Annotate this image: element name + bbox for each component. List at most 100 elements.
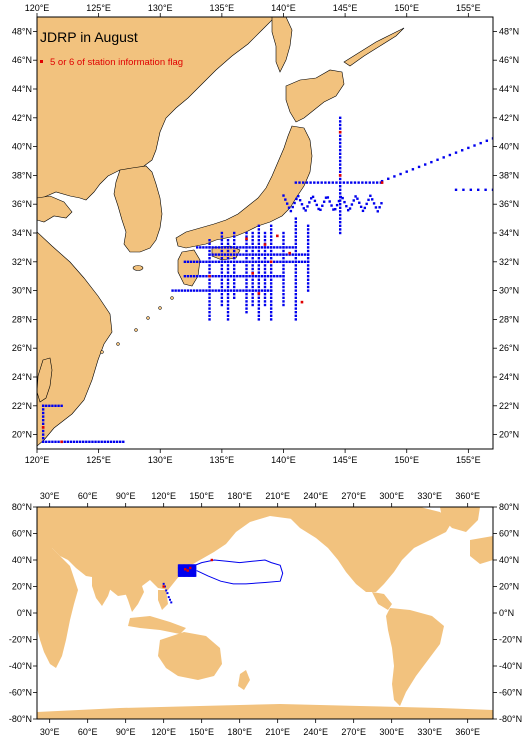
station-point xyxy=(220,253,224,256)
station-point xyxy=(208,289,211,292)
station-point xyxy=(188,570,190,573)
station-point xyxy=(282,282,285,285)
station-point xyxy=(291,260,294,263)
bottom-xlabel-bottom: 30°E xyxy=(40,727,60,737)
flagged-station-point xyxy=(186,569,189,572)
station-point xyxy=(214,253,217,256)
station-point xyxy=(282,242,285,245)
flagged-station-point xyxy=(338,174,342,177)
station-point xyxy=(100,440,103,443)
station-point xyxy=(263,235,267,238)
flagged-station-point xyxy=(263,243,267,246)
station-point xyxy=(186,564,189,567)
station-point xyxy=(306,275,310,278)
top-ylabel-right: 40°N xyxy=(499,142,519,152)
station-point xyxy=(182,568,185,571)
bottom-ylabel-left: 40°N xyxy=(12,555,32,565)
station-point xyxy=(214,246,217,249)
bottom-xlabel-bottom: 180°E xyxy=(227,727,252,737)
station-point xyxy=(214,289,217,292)
bottom-ylabel-left: -40°N xyxy=(9,661,32,671)
indochina xyxy=(124,578,144,612)
station-point xyxy=(180,565,183,568)
station-point xyxy=(220,257,224,260)
station-point xyxy=(196,289,199,292)
station-point xyxy=(300,253,304,256)
station-point xyxy=(245,296,248,299)
station-point xyxy=(226,257,230,260)
station-point xyxy=(294,242,298,245)
bottom-xlabel-top: 180°E xyxy=(227,491,252,501)
station-point xyxy=(260,246,264,249)
station-point xyxy=(183,275,187,278)
station-point xyxy=(232,260,236,263)
station-point xyxy=(294,246,298,249)
station-point xyxy=(245,260,248,263)
bottom-ylabel-left: -20°N xyxy=(9,635,32,645)
station-point xyxy=(41,440,45,443)
station-point xyxy=(338,185,342,188)
station-point xyxy=(295,197,298,201)
station-point xyxy=(254,260,257,263)
station-point xyxy=(220,267,224,271)
station-point xyxy=(179,564,182,567)
station-point xyxy=(294,296,298,299)
top-map-land xyxy=(37,17,405,447)
station-point xyxy=(257,289,261,292)
bottom-xlabel-bottom: 210°E xyxy=(265,727,290,737)
station-point xyxy=(41,411,45,415)
station-point xyxy=(327,181,331,184)
station-point xyxy=(361,209,365,213)
station-point xyxy=(257,275,261,278)
bottom-xlabel-bottom: 330°E xyxy=(417,727,442,737)
station-point xyxy=(302,181,305,184)
station-point xyxy=(269,318,273,321)
bottom-xlabel-top: 330°E xyxy=(417,491,442,501)
station-point xyxy=(193,565,196,568)
station-point xyxy=(276,253,279,256)
station-point xyxy=(245,275,248,278)
station-point xyxy=(191,570,194,573)
station-point xyxy=(189,568,192,571)
station-point xyxy=(72,440,76,443)
shikoku xyxy=(211,245,241,261)
flagged-station-point xyxy=(380,181,384,184)
station-point xyxy=(251,242,254,245)
station-point xyxy=(177,566,180,569)
station-point xyxy=(191,572,194,575)
shandong-peninsula xyxy=(37,195,73,223)
top-ylabel-left: 48°N xyxy=(12,26,32,36)
station-point xyxy=(257,253,261,256)
station-point xyxy=(269,271,273,274)
station-point xyxy=(211,260,214,263)
top-ylabel-right: 34°N xyxy=(499,228,519,238)
station-point xyxy=(181,566,184,569)
station-point xyxy=(205,246,208,249)
station-point xyxy=(41,437,45,440)
station-point xyxy=(257,314,261,317)
new-zealand xyxy=(238,670,250,690)
station-point xyxy=(186,572,189,575)
jeju xyxy=(132,265,144,271)
top-xlabel-top: 120°E xyxy=(25,3,50,13)
station-point xyxy=(188,573,190,576)
station-point xyxy=(226,289,230,292)
station-point xyxy=(232,267,236,271)
station-point xyxy=(169,598,171,601)
station-point xyxy=(338,163,342,166)
station-point xyxy=(226,307,230,310)
station-point xyxy=(226,314,230,317)
station-point xyxy=(177,564,180,567)
station-point xyxy=(192,275,196,278)
station-point xyxy=(342,181,346,184)
station-point xyxy=(118,440,122,443)
station-point xyxy=(226,246,230,249)
station-point xyxy=(232,289,236,292)
station-point xyxy=(194,570,197,573)
station-point xyxy=(192,260,196,263)
greenland xyxy=(440,507,480,532)
station-point xyxy=(245,307,248,310)
station-point xyxy=(183,260,187,263)
station-point xyxy=(269,307,273,310)
station-point xyxy=(294,249,298,253)
